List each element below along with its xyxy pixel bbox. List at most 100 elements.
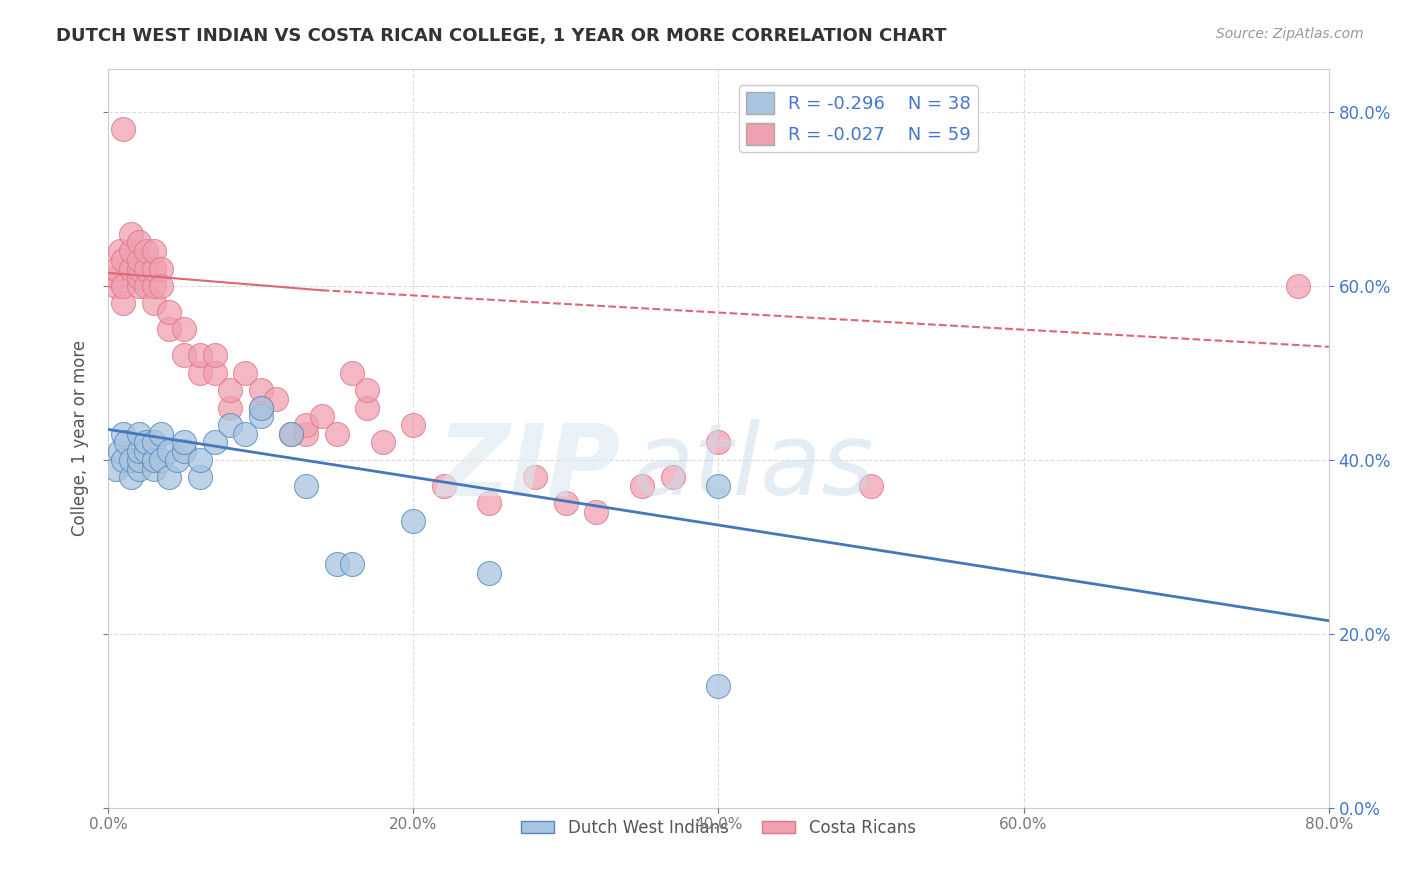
Point <box>135 435 157 450</box>
Text: DUTCH WEST INDIAN VS COSTA RICAN COLLEGE, 1 YEAR OR MORE CORRELATION CHART: DUTCH WEST INDIAN VS COSTA RICAN COLLEGE… <box>56 27 946 45</box>
Point <box>120 470 142 484</box>
Point <box>104 279 127 293</box>
Point <box>433 479 456 493</box>
Point <box>112 252 135 267</box>
Point <box>219 418 242 433</box>
Point <box>135 279 157 293</box>
Point <box>311 409 333 424</box>
Point <box>142 261 165 276</box>
Point <box>104 461 127 475</box>
Point <box>280 426 302 441</box>
Point <box>166 453 188 467</box>
Point <box>173 444 195 458</box>
Point <box>249 401 271 415</box>
Point <box>135 444 157 458</box>
Point <box>142 453 165 467</box>
Point <box>142 244 165 259</box>
Point <box>249 401 271 415</box>
Point <box>112 122 135 136</box>
Point <box>356 384 378 398</box>
Point <box>150 261 173 276</box>
Point <box>142 279 165 293</box>
Point <box>142 461 165 475</box>
Point <box>554 496 576 510</box>
Point <box>120 261 142 276</box>
Point <box>157 470 180 484</box>
Point <box>115 435 138 450</box>
Point <box>157 444 180 458</box>
Point <box>112 453 135 467</box>
Point <box>707 479 730 493</box>
Point <box>204 349 226 363</box>
Point <box>128 279 150 293</box>
Point <box>128 426 150 441</box>
Point <box>371 435 394 450</box>
Point <box>295 418 318 433</box>
Point <box>128 453 150 467</box>
Point <box>128 261 150 276</box>
Point <box>233 366 256 380</box>
Point <box>631 479 654 493</box>
Point <box>295 479 318 493</box>
Point <box>402 514 425 528</box>
Text: Source: ZipAtlas.com: Source: ZipAtlas.com <box>1216 27 1364 41</box>
Point <box>135 261 157 276</box>
Point <box>340 366 363 380</box>
Point <box>1286 279 1309 293</box>
Point <box>188 453 211 467</box>
Point <box>188 366 211 380</box>
Point <box>120 227 142 241</box>
Point <box>280 426 302 441</box>
Point <box>128 461 150 475</box>
Point <box>356 401 378 415</box>
Point <box>112 279 135 293</box>
Point <box>108 444 131 458</box>
Point <box>707 435 730 450</box>
Point <box>264 392 287 406</box>
Point <box>128 235 150 250</box>
Point <box>478 496 501 510</box>
Point <box>219 384 242 398</box>
Point <box>108 244 131 259</box>
Point <box>707 679 730 693</box>
Point <box>295 426 318 441</box>
Point <box>402 418 425 433</box>
Point <box>585 505 607 519</box>
Point <box>233 426 256 441</box>
Point <box>859 479 882 493</box>
Point <box>142 296 165 310</box>
Point <box>128 252 150 267</box>
Point <box>150 426 173 441</box>
Legend: R = -0.296    N = 38, R = -0.027    N = 59: R = -0.296 N = 38, R = -0.027 N = 59 <box>740 85 979 153</box>
Y-axis label: College, 1 year or more: College, 1 year or more <box>72 340 89 536</box>
Point <box>104 270 127 285</box>
Point <box>173 349 195 363</box>
Point <box>524 470 547 484</box>
Point <box>135 244 157 259</box>
Text: atlas: atlas <box>633 419 875 516</box>
Point <box>326 426 349 441</box>
Point <box>157 305 180 319</box>
Point <box>157 322 180 336</box>
Point <box>150 279 173 293</box>
Text: ZIP: ZIP <box>437 419 620 516</box>
Point <box>249 409 271 424</box>
Point <box>120 453 142 467</box>
Point <box>219 401 242 415</box>
Point <box>340 558 363 572</box>
Point <box>204 435 226 450</box>
Point <box>204 366 226 380</box>
Point <box>188 470 211 484</box>
Point <box>188 349 211 363</box>
Point <box>120 244 142 259</box>
Point <box>661 470 683 484</box>
Point <box>112 296 135 310</box>
Point <box>112 426 135 441</box>
Point <box>150 453 173 467</box>
Point <box>128 444 150 458</box>
Point <box>249 384 271 398</box>
Point <box>326 558 349 572</box>
Point <box>104 261 127 276</box>
Point <box>173 322 195 336</box>
Point <box>478 566 501 580</box>
